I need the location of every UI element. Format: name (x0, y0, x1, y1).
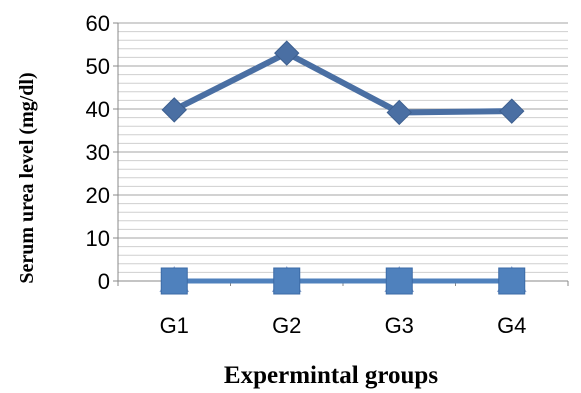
y-tick-label: 30 (86, 140, 110, 165)
data-point-diamond (162, 98, 186, 122)
y-tick-label: 60 (86, 11, 110, 36)
data-point-square (386, 268, 412, 294)
x-tick-label: G4 (497, 313, 526, 338)
y-tick-label: 40 (86, 97, 110, 122)
data-point-square (499, 268, 525, 294)
series (160, 41, 526, 294)
y-tick-label: 0 (98, 269, 110, 294)
data-point-diamond (275, 41, 299, 65)
x-tick-label: G2 (272, 313, 301, 338)
data-point-diamond (500, 99, 524, 123)
x-tick-labels: G1 G2 G3 G4 (160, 313, 527, 338)
y-axis-title: Serum urea level (mg/dl) (16, 72, 38, 283)
x-tick-label: G1 (160, 313, 189, 338)
data-point-square (274, 268, 300, 294)
y-tick-label: 50 (86, 54, 110, 79)
data-point-diamond (387, 100, 411, 124)
y-tick-label: 10 (86, 226, 110, 251)
gridlines (118, 23, 568, 272)
y-tick-label: 20 (86, 183, 110, 208)
x-tick-label: G3 (385, 313, 414, 338)
data-point-square (161, 268, 187, 294)
x-axis-title: Expermintal groups (224, 362, 438, 389)
y-tick-labels: 0 10 20 30 40 50 60 (86, 11, 110, 294)
